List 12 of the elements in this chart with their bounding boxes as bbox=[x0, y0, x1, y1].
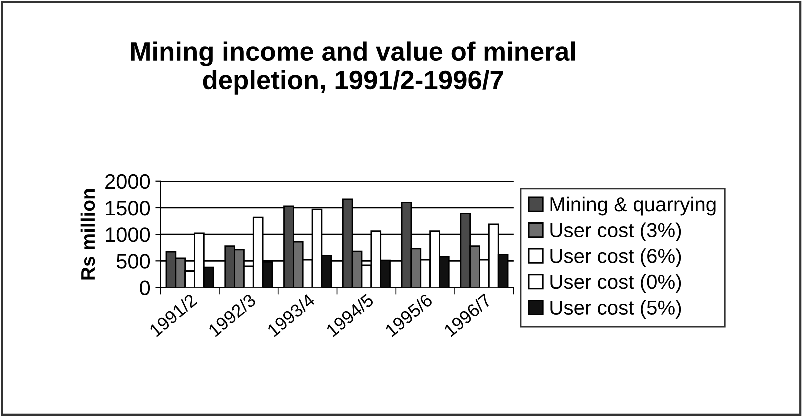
y-axis-title: Rs million bbox=[80, 189, 96, 280]
legend-label: User cost (5%) bbox=[550, 300, 682, 319]
y-tick-label: 2000 bbox=[106, 174, 150, 190]
y-tick-label: 0 bbox=[140, 280, 150, 296]
legend-label: User cost (3%) bbox=[550, 222, 682, 242]
legend-label: User cost (0%) bbox=[550, 274, 682, 294]
y-tick-label: 1000 bbox=[106, 228, 150, 242]
legend-label: User cost (6%) bbox=[550, 248, 682, 268]
y-tick-label: 1500 bbox=[106, 200, 150, 216]
y-tick-label: 500 bbox=[116, 254, 150, 269]
legend-label: Mining & quarrying bbox=[550, 196, 716, 216]
chart-title: Mining income and value of mineral depletion, 1991/2-1996/7 bbox=[131, 42, 576, 95]
